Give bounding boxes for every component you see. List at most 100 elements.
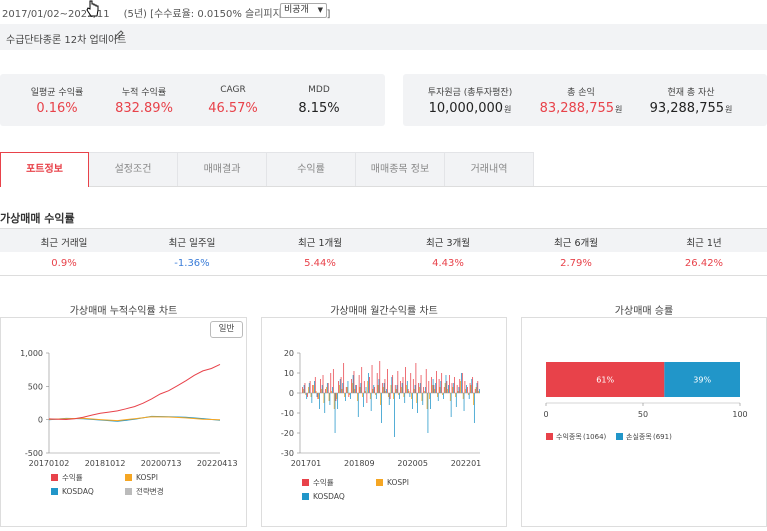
- bar: [334, 393, 336, 433]
- pencil-icon[interactable]: [114, 30, 124, 43]
- summary-label: CAGR: [220, 85, 246, 95]
- bar: [370, 393, 372, 411]
- y-tick-label: 0: [289, 389, 294, 398]
- bar: [420, 375, 422, 393]
- summary-label: 총 손익: [567, 88, 595, 98]
- bar: [315, 391, 317, 393]
- bar: [429, 393, 431, 399]
- bar: [475, 387, 477, 393]
- returns-header-cell: 최근 6개월: [553, 238, 599, 249]
- bar: [433, 385, 435, 393]
- bar: [351, 379, 352, 393]
- bar: [436, 371, 437, 393]
- bar: [418, 387, 420, 393]
- monthly-chart-title: 가상매매 월간수익률 차트: [330, 306, 438, 317]
- bar: [349, 393, 351, 395]
- y-tick-label: 500: [28, 382, 43, 391]
- bar: [449, 393, 451, 401]
- summary-label: 일평균 수익률: [30, 88, 84, 98]
- bar: [363, 393, 364, 407]
- bar: [356, 385, 357, 393]
- bar: [476, 383, 478, 393]
- monthly-chart-panel: 20 10 0 -10 -20 -30 201701 201809 202005 202201 수익…: [261, 317, 507, 527]
- summary-value: 8.15%: [298, 101, 340, 116]
- bar: [446, 381, 448, 393]
- tab-0[interactable]: 포트정보: [0, 152, 89, 187]
- tab-1[interactable]: 설정조건: [89, 152, 178, 187]
- bar: [317, 393, 319, 399]
- bar: [447, 389, 449, 393]
- bar: [457, 391, 459, 393]
- y-tick-label: 1,000: [20, 349, 43, 358]
- bar: [333, 393, 335, 409]
- bar: [414, 385, 416, 393]
- bar: [302, 387, 303, 393]
- visibility-select-value: 비공개: [284, 5, 309, 15]
- summary-value: 0.16%: [36, 101, 78, 116]
- bar: [345, 387, 347, 393]
- bar: [410, 373, 412, 393]
- bar: [416, 393, 418, 403]
- bar: [439, 387, 441, 393]
- bar: [340, 377, 342, 393]
- x-tick-label: 0: [543, 410, 548, 419]
- bar: [473, 393, 474, 405]
- bar: [364, 391, 366, 393]
- segment-label: 39%: [693, 376, 711, 385]
- bar: [348, 393, 350, 397]
- bar: [380, 393, 382, 405]
- tab-5[interactable]: 거래내역: [445, 152, 534, 187]
- summary-value: 10,000,000원: [400, 101, 540, 116]
- bar: [323, 393, 325, 403]
- bar: [393, 393, 394, 399]
- bar: [449, 375, 450, 393]
- bar: [427, 393, 429, 433]
- bar: [347, 381, 349, 393]
- returns-header-cell: 최근 거래일: [40, 238, 88, 249]
- bar: [314, 377, 316, 393]
- bar: [388, 393, 390, 405]
- bar: [430, 393, 431, 409]
- bar: [432, 379, 434, 393]
- summary-value: 83,288,755원: [511, 101, 651, 116]
- bar: [467, 387, 468, 393]
- legend-swatch: [302, 479, 309, 486]
- bar: [384, 379, 386, 393]
- bar: [328, 393, 330, 401]
- bar: [409, 393, 411, 397]
- bar: [351, 383, 353, 393]
- winrate-chart: 61% 39% 0 50 100 수익종목 (1064) 손실종목 (691): [543, 362, 748, 441]
- returns-value-cell: -1.36%: [174, 258, 210, 269]
- legend-label: 전략변경: [136, 486, 164, 496]
- returns-header-cell: 최근 1개월: [297, 238, 343, 249]
- bar: [374, 387, 375, 393]
- bar: [329, 393, 331, 405]
- bar: [464, 381, 466, 393]
- bar: [355, 385, 357, 393]
- tab-4[interactable]: 매매종목 정보: [356, 152, 445, 187]
- bar: [424, 391, 425, 393]
- bar: [313, 385, 314, 393]
- bar: [371, 365, 373, 393]
- tab-2[interactable]: 매매결과: [178, 152, 267, 187]
- bar: [466, 385, 467, 393]
- legend-swatch: [51, 474, 58, 481]
- bar: [445, 375, 447, 393]
- bar: [342, 383, 344, 393]
- visibility-select[interactable]: 비공개 ▼: [280, 3, 327, 18]
- tab-3[interactable]: 수익률: [267, 152, 356, 187]
- chevron-down-icon: ▼: [317, 6, 323, 14]
- bar: [443, 393, 444, 399]
- scale-toggle-button[interactable]: 일반: [210, 321, 243, 338]
- legend-swatch: [302, 493, 309, 500]
- returns-header-cell: 최근 3개월: [425, 238, 471, 249]
- bar: [451, 383, 453, 393]
- legend-swatch: [616, 433, 623, 440]
- legend-label: 수익률: [313, 477, 334, 487]
- bar: [338, 381, 339, 393]
- bar: [407, 389, 409, 393]
- legend-swatch: [51, 488, 58, 495]
- returns-header-cell: 최근 일주일: [168, 238, 216, 249]
- bar: [408, 391, 410, 393]
